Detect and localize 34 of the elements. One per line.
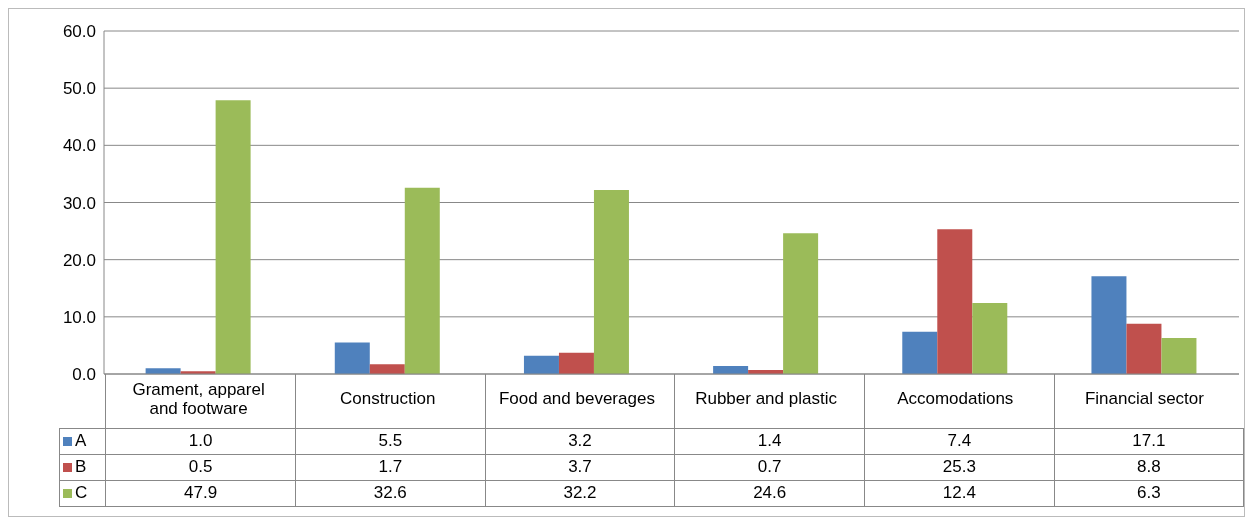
data-label: 8.8 — [1054, 454, 1244, 480]
y-tick-label: 60.0 — [62, 22, 96, 42]
data-label: 1.7 — [295, 454, 486, 480]
data-label: 0.5 — [105, 454, 296, 480]
y-tick-label: 50.0 — [62, 79, 96, 99]
data-label: 25.3 — [864, 454, 1055, 480]
x-tick-label: Accomodations — [897, 389, 1014, 408]
data-label: 6.3 — [1054, 480, 1244, 506]
data-label: 24.6 — [674, 480, 865, 506]
x-tick-label: Construction — [340, 389, 436, 408]
data-label: 1.0 — [105, 428, 296, 454]
data-label: 7.4 — [864, 428, 1055, 454]
legend-label: C — [59, 480, 106, 506]
data-label: 47.9 — [105, 480, 296, 506]
legend-label: B — [59, 454, 106, 480]
x-tick-label: Financial sector — [1084, 389, 1205, 408]
legend-label: A — [59, 428, 106, 454]
data-label: 1.4 — [674, 428, 865, 454]
x-tick-label: Rubber and plastic — [695, 389, 838, 408]
data-label: 3.7 — [485, 454, 675, 480]
x-tick-label: Grament, apparel and footware — [132, 380, 265, 418]
y-tick-label: 20.0 — [62, 250, 96, 270]
data-label: 0.7 — [674, 454, 865, 480]
x-tick-label: Food and beverages — [498, 389, 655, 408]
data-label: 32.6 — [295, 480, 486, 506]
data-label: 12.4 — [864, 480, 1055, 506]
data-label: 17.1 — [1054, 428, 1244, 454]
y-tick-label: 30.0 — [62, 193, 96, 213]
y-tick-label: 40.0 — [62, 136, 96, 156]
y-tick-label: 0.0 — [72, 365, 96, 385]
data-label: 5.5 — [295, 428, 486, 454]
data-label: 32.2 — [485, 480, 675, 506]
data-label: 3.2 — [485, 428, 675, 454]
y-tick-label: 10.0 — [62, 307, 96, 327]
